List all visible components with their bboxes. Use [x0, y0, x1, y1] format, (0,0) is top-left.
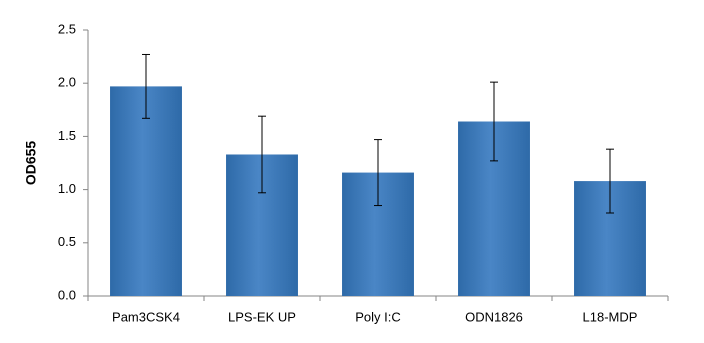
x-tick-label: Poly I:C — [355, 309, 401, 324]
y-tick-label: 2.5 — [58, 21, 76, 36]
x-tick-label: ODN1826 — [465, 309, 523, 324]
y-tick-label: 2.0 — [58, 75, 76, 90]
x-tick-label: LPS-EK UP — [228, 309, 296, 324]
x-tick-label: L18-MDP — [583, 309, 638, 324]
x-tick-label: Pam3CSK4 — [112, 309, 180, 324]
y-tick-label: 0.0 — [58, 287, 76, 302]
y-tick-label: 1.5 — [58, 128, 76, 143]
y-tick-label: 0.5 — [58, 234, 76, 249]
y-tick-label: 1.0 — [58, 181, 76, 196]
bar — [110, 86, 182, 296]
y-axis-label: OD655 — [23, 141, 39, 186]
